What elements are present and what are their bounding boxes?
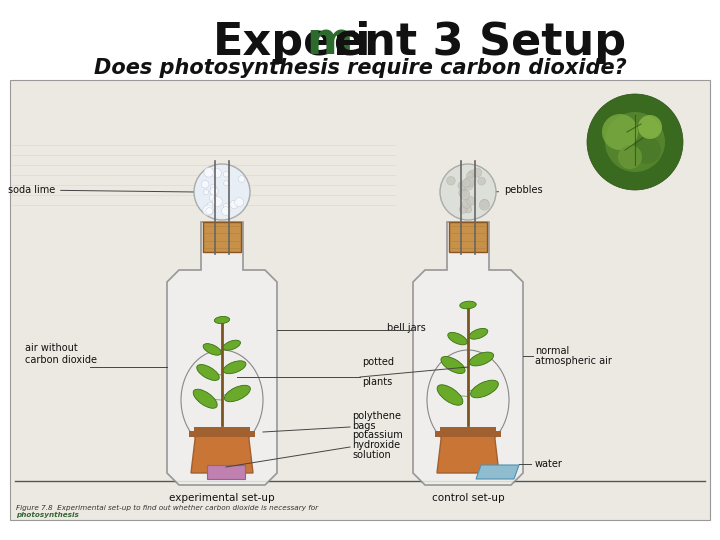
Circle shape bbox=[206, 207, 212, 214]
Text: experimental set-up: experimental set-up bbox=[169, 493, 275, 503]
Circle shape bbox=[618, 145, 642, 169]
Ellipse shape bbox=[197, 364, 220, 381]
Circle shape bbox=[210, 187, 217, 195]
Circle shape bbox=[472, 168, 482, 177]
Ellipse shape bbox=[223, 340, 240, 350]
Circle shape bbox=[230, 200, 238, 208]
Circle shape bbox=[459, 206, 467, 213]
Text: pebbles: pebbles bbox=[497, 185, 543, 195]
Circle shape bbox=[480, 199, 489, 208]
Polygon shape bbox=[413, 222, 523, 485]
Bar bbox=[203, 222, 241, 252]
Text: plants: plants bbox=[362, 377, 392, 387]
Circle shape bbox=[605, 112, 665, 172]
Ellipse shape bbox=[471, 380, 498, 398]
Circle shape bbox=[587, 94, 683, 190]
Polygon shape bbox=[191, 431, 253, 473]
Text: carbon dioxide: carbon dioxide bbox=[25, 355, 97, 365]
Circle shape bbox=[464, 177, 474, 187]
Ellipse shape bbox=[193, 389, 217, 408]
Polygon shape bbox=[437, 431, 499, 473]
Circle shape bbox=[212, 168, 222, 178]
Circle shape bbox=[638, 115, 662, 139]
Ellipse shape bbox=[223, 361, 246, 374]
Text: ent 3 Setup: ent 3 Setup bbox=[334, 21, 626, 64]
Bar bbox=[10, 80, 710, 520]
Ellipse shape bbox=[437, 385, 463, 405]
Text: potted: potted bbox=[362, 357, 394, 367]
Circle shape bbox=[467, 197, 475, 205]
Bar bbox=[194, 427, 250, 433]
Circle shape bbox=[458, 181, 466, 190]
Circle shape bbox=[204, 190, 209, 195]
Circle shape bbox=[477, 177, 485, 185]
Circle shape bbox=[467, 172, 473, 179]
Ellipse shape bbox=[469, 328, 487, 339]
Polygon shape bbox=[476, 465, 519, 479]
Text: Does photosynthesis require carbon dioxide?: Does photosynthesis require carbon dioxi… bbox=[94, 58, 626, 78]
Circle shape bbox=[194, 164, 250, 220]
Circle shape bbox=[460, 190, 469, 200]
Circle shape bbox=[464, 205, 472, 213]
Text: hydroxide: hydroxide bbox=[352, 440, 400, 450]
Circle shape bbox=[212, 197, 222, 207]
Circle shape bbox=[238, 176, 245, 183]
Text: air without: air without bbox=[25, 343, 78, 353]
Circle shape bbox=[440, 164, 496, 220]
Text: polythene: polythene bbox=[352, 411, 401, 421]
Bar bbox=[189, 431, 255, 437]
Text: bags: bags bbox=[352, 421, 376, 431]
Bar bbox=[207, 465, 245, 479]
Circle shape bbox=[207, 202, 213, 208]
Circle shape bbox=[235, 198, 243, 207]
Ellipse shape bbox=[460, 301, 476, 309]
Circle shape bbox=[210, 187, 218, 195]
Circle shape bbox=[459, 189, 467, 197]
Text: Figure 7.8  Experimental set-up to find out whether carbon dioxide is necessary : Figure 7.8 Experimental set-up to find o… bbox=[16, 505, 318, 511]
Circle shape bbox=[210, 194, 217, 201]
Circle shape bbox=[446, 177, 455, 185]
Circle shape bbox=[204, 167, 214, 177]
Circle shape bbox=[202, 180, 209, 188]
Text: potassium: potassium bbox=[352, 430, 402, 440]
Ellipse shape bbox=[448, 333, 467, 345]
Circle shape bbox=[633, 136, 661, 164]
Ellipse shape bbox=[215, 316, 230, 323]
Text: solution: solution bbox=[352, 450, 391, 460]
Text: m: m bbox=[306, 21, 353, 64]
Circle shape bbox=[462, 179, 474, 190]
Ellipse shape bbox=[469, 352, 494, 366]
Circle shape bbox=[469, 170, 476, 178]
Bar bbox=[435, 431, 501, 437]
Circle shape bbox=[224, 181, 229, 186]
Text: photosynthesis: photosynthesis bbox=[16, 512, 79, 518]
Text: control set-up: control set-up bbox=[432, 493, 504, 503]
Text: normal: normal bbox=[535, 346, 570, 356]
Bar bbox=[449, 222, 487, 252]
Circle shape bbox=[602, 114, 638, 150]
Circle shape bbox=[462, 199, 471, 208]
Text: bell jars: bell jars bbox=[387, 323, 426, 333]
Circle shape bbox=[223, 204, 229, 210]
Text: water: water bbox=[535, 459, 563, 469]
Circle shape bbox=[222, 207, 230, 215]
Text: Experi: Experi bbox=[212, 21, 372, 64]
Circle shape bbox=[223, 172, 229, 177]
Ellipse shape bbox=[441, 356, 465, 374]
Circle shape bbox=[462, 179, 471, 187]
Polygon shape bbox=[167, 222, 277, 485]
Text: atmospheric air: atmospheric air bbox=[535, 356, 612, 366]
Circle shape bbox=[210, 184, 216, 190]
Circle shape bbox=[480, 200, 490, 210]
Ellipse shape bbox=[225, 385, 251, 402]
Ellipse shape bbox=[203, 343, 221, 355]
Bar bbox=[440, 427, 496, 433]
Text: soda lime: soda lime bbox=[8, 185, 193, 195]
Circle shape bbox=[203, 205, 214, 215]
